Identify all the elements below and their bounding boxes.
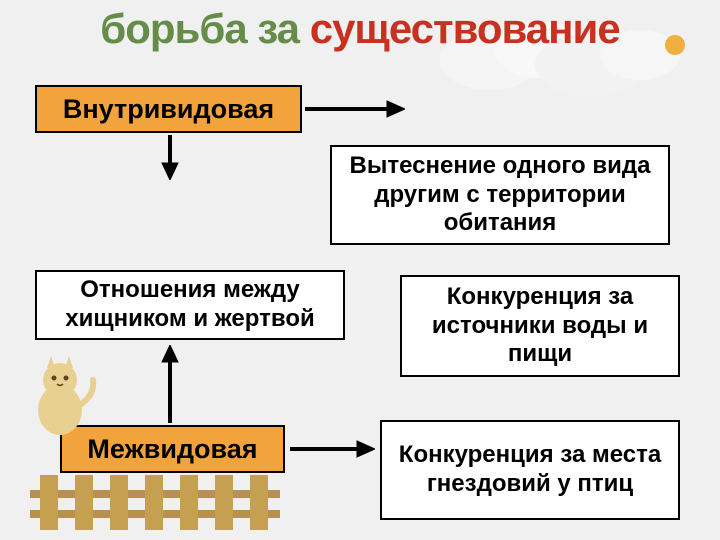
box-label: Вытеснение одного вида другим с территор…: [342, 152, 658, 238]
title-accent: существование: [310, 5, 620, 52]
cat-decoration: [15, 350, 105, 440]
box-displacement: Вытеснение одного вида другим с территор…: [330, 145, 670, 245]
arrow-b1-right: [305, 98, 405, 120]
box-intraspecific: Внутривидовая: [35, 85, 302, 133]
box-competition-resources: Конкуренция за источники воды и пищи: [400, 275, 680, 377]
box-label: Конкуренция за места гнездовий у птиц: [392, 441, 668, 499]
box-label: Межвидовая: [87, 434, 257, 465]
box-predator-prey: Отношения между хищником и жертвой: [35, 270, 345, 340]
arrow-b5-right: [290, 438, 375, 460]
fence-decoration: [30, 470, 280, 530]
box-competition-nesting: Конкуренция за места гнездовий у птиц: [380, 420, 680, 520]
box-label: Внутривидовая: [63, 94, 274, 125]
title-part1: борьба за: [100, 5, 309, 52]
box-label: Конкуренция за источники воды и пищи: [412, 283, 668, 369]
arrow-b1-down: [159, 135, 181, 180]
arrow-b5-up: [159, 345, 181, 423]
page-title: борьба за существование: [100, 5, 619, 53]
box-label: Отношения между хищником и жертвой: [47, 276, 333, 334]
